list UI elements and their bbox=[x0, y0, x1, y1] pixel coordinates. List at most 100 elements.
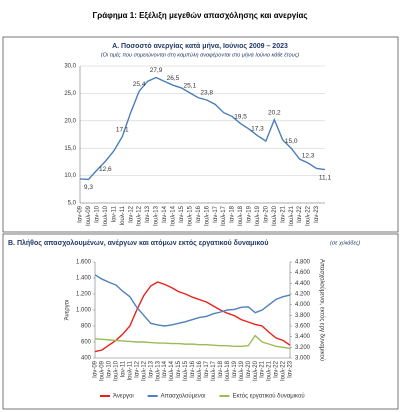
x-tick-label: Ιαν-22 bbox=[274, 360, 280, 377]
y2-tick-label: 3.800 bbox=[295, 313, 311, 319]
series-line bbox=[94, 281, 291, 353]
y2-tick-label: 4.800 bbox=[295, 260, 311, 266]
legend-label: Άνεργοι bbox=[113, 394, 134, 400]
panel-a bbox=[2, 36, 399, 233]
series-line bbox=[79, 76, 326, 181]
x-tick-label: Ιαν-18 bbox=[218, 360, 224, 377]
x-tick-label: Ιαν-12 bbox=[134, 360, 140, 377]
x-tick-label: Ιουλ-10 bbox=[103, 205, 109, 226]
data-label: 12,3 bbox=[302, 153, 315, 160]
panel-b bbox=[2, 233, 399, 410]
data-label: 20,2 bbox=[268, 109, 281, 116]
x-tick-label: Ιαν-21 bbox=[260, 360, 266, 377]
chart-title: Β. Πλήθος απασχολουμένων, ανέργων και ατ… bbox=[8, 239, 268, 247]
x-tick-label: Ιουλ-20 bbox=[272, 205, 278, 226]
y-tick-label: 15,0 bbox=[64, 146, 76, 152]
y-tick-label: 400 bbox=[81, 356, 92, 362]
x-tick-label: Ιαν-18 bbox=[230, 205, 236, 222]
x-tick-label: Ιαν-14 bbox=[162, 205, 168, 222]
x-tick-label: Ιουλ-16 bbox=[204, 205, 210, 226]
x-tick-label: Ιουλ-20 bbox=[253, 360, 259, 381]
x-tick-label: Ιουλ-19 bbox=[255, 205, 261, 226]
x-tick-label: Ιουλ-09 bbox=[86, 205, 92, 226]
x-tick-label: Ιουλ-22 bbox=[306, 205, 312, 226]
y2-tick-label: 4.400 bbox=[295, 281, 311, 287]
data-label: 9,3 bbox=[84, 184, 93, 191]
x-tick-label: Ιαν-19 bbox=[232, 360, 238, 377]
x-tick-label: Ιουλ-13 bbox=[154, 205, 160, 226]
x-tick-label: Ιαν-19 bbox=[247, 205, 253, 222]
x-tick-label: Ιαν-20 bbox=[263, 205, 269, 222]
x-tick-label: Ιαν-10 bbox=[107, 360, 113, 377]
y2-tick-label: 3.200 bbox=[295, 345, 311, 351]
x-tick-label: Ιουλ-15 bbox=[187, 205, 193, 226]
x-tick-label: Ιαν-13 bbox=[145, 205, 151, 222]
y-axis-label: Άνεργοι bbox=[65, 299, 71, 320]
chart-subtitle: (Οι τιμές που σημειώνονται στη καμπύλη α… bbox=[101, 51, 300, 58]
x-tick-label: Ιαν-09 bbox=[78, 205, 84, 222]
data-label: 25,4 bbox=[133, 81, 146, 88]
x-tick-label: Ιαν-15 bbox=[179, 205, 185, 222]
x-tick-label: Ιουλ-11 bbox=[120, 205, 126, 225]
data-label: 17,3 bbox=[251, 125, 264, 132]
y-tick-label: 1.400 bbox=[76, 276, 92, 282]
page-title: Γράφημα 1: Εξέλιξη μεγεθών απασχόλησης κ… bbox=[92, 11, 307, 20]
data-label: 19,5 bbox=[234, 113, 247, 120]
y-tick-label: 30,0 bbox=[64, 64, 76, 70]
x-tick-label: Ιαν-16 bbox=[190, 360, 196, 377]
x-tick-label: Ιουλ-21 bbox=[267, 360, 273, 381]
y2-tick-label: 3.600 bbox=[295, 324, 311, 330]
x-tick-label: Ιαν-12 bbox=[128, 205, 134, 222]
x-tick-label: Ιουλ-12 bbox=[141, 360, 147, 381]
x-tick-label: Ιαν-21 bbox=[280, 205, 286, 222]
y2-tick-label: 4.200 bbox=[295, 292, 311, 298]
y-tick-label: 800 bbox=[81, 324, 92, 330]
data-label: 17,1 bbox=[116, 126, 129, 133]
x-tick-label: Ιουλ-18 bbox=[238, 205, 244, 226]
data-label: 23,8 bbox=[200, 90, 213, 97]
x-tick-label: Ιαν-16 bbox=[196, 205, 202, 222]
x-tick-label: Ιαν-14 bbox=[162, 360, 168, 377]
y-tick-label: 1.200 bbox=[76, 292, 92, 298]
legend-label: Εκτός εργατικού δυναμικού bbox=[232, 393, 304, 400]
x-tick-label: Ιουλ-11 bbox=[127, 360, 133, 380]
x-tick-label: Ιαν-13 bbox=[148, 360, 154, 377]
x-tick-label: Ιουλ-19 bbox=[239, 360, 245, 381]
y-tick-label: 5,0 bbox=[68, 201, 77, 207]
y-tick-label: 600 bbox=[81, 340, 92, 346]
x-tick-label: Ιαν-15 bbox=[176, 360, 182, 377]
x-tick-label: Ιουλ-16 bbox=[197, 360, 203, 381]
legend-label: Απασχολούμενοι bbox=[161, 394, 206, 400]
chart-subtitle: (σε χιλιάδες) bbox=[330, 240, 360, 246]
x-tick-label: Ιαν-17 bbox=[204, 360, 210, 377]
x-tick-label: Ιουλ-22 bbox=[281, 360, 287, 381]
y-tick-label: 10,0 bbox=[64, 173, 76, 179]
x-tick-label: Ιαν-23 bbox=[314, 205, 320, 222]
data-label: 15,0 bbox=[285, 138, 298, 145]
x-tick-label: Ιουλ-12 bbox=[137, 205, 143, 226]
x-tick-label: Ιαν-11 bbox=[120, 360, 126, 377]
x-tick-label: Ιαν-22 bbox=[297, 205, 303, 222]
x-tick-label: Ιαν-17 bbox=[213, 205, 219, 222]
x-tick-label: Ιουλ-10 bbox=[113, 360, 119, 381]
y2-tick-label: 3.000 bbox=[295, 356, 311, 362]
y-tick-label: 1.600 bbox=[76, 260, 92, 266]
y2-tick-label: 3.400 bbox=[295, 334, 311, 340]
x-tick-label: Ιουλ-13 bbox=[155, 360, 161, 381]
y-tick-label: 25,0 bbox=[64, 91, 76, 97]
x-tick-label: Ιαν-23 bbox=[288, 360, 294, 377]
x-tick-label: Ιουλ-14 bbox=[169, 360, 175, 381]
y-tick-label: 1.000 bbox=[76, 308, 92, 314]
x-tick-label: Ιαν-10 bbox=[94, 205, 100, 222]
x-tick-label: Ιαν-09 bbox=[93, 360, 99, 377]
x-tick-label: Ιουλ-15 bbox=[183, 360, 189, 381]
x-tick-label: Ιουλ-17 bbox=[211, 360, 217, 381]
data-label: 27,9 bbox=[150, 67, 163, 74]
y-tick-label: 20,0 bbox=[64, 118, 76, 124]
data-label: 12,6 bbox=[99, 166, 112, 173]
data-label: 26,5 bbox=[167, 75, 180, 82]
series-line bbox=[94, 334, 291, 350]
x-tick-label: Ιουλ-09 bbox=[100, 360, 106, 381]
x-tick-label: Ιουλ-18 bbox=[225, 360, 231, 381]
